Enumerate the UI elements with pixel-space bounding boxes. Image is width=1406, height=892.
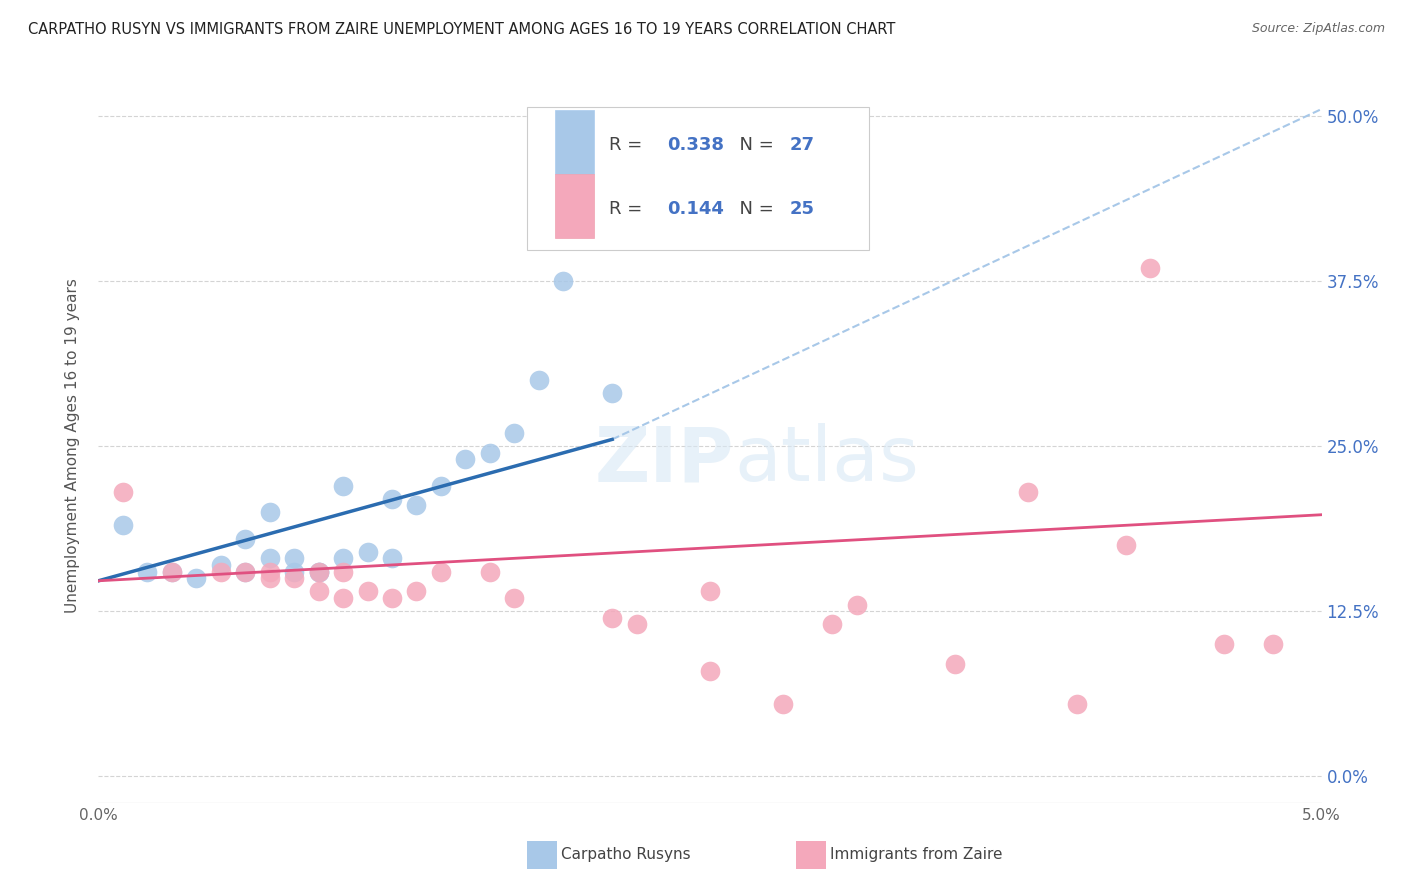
Point [259,571,281,585]
Point [405,499,427,513]
Point [160,565,183,579]
Point [233,532,256,546]
Point [845,598,868,612]
Point [1066,697,1088,711]
Text: 27: 27 [790,136,814,154]
Text: atlas: atlas [734,424,920,497]
Point [111,518,134,533]
Point [356,545,378,559]
Point [209,558,232,572]
FancyBboxPatch shape [796,840,827,869]
Point [772,697,794,711]
Point [332,591,354,605]
Point [381,491,404,506]
Text: 25: 25 [790,200,814,218]
Point [1212,637,1234,651]
Point [600,386,623,401]
Text: Carpatho Rusyns: Carpatho Rusyns [561,847,690,863]
Point [209,565,232,579]
Point [356,584,378,599]
Text: 0.338: 0.338 [668,136,724,154]
Point [308,584,330,599]
Point [1115,538,1137,552]
Point [503,425,526,440]
Point [381,551,404,566]
Point [283,565,305,579]
Point [699,584,721,599]
Point [136,565,159,579]
Point [259,551,281,566]
Point [527,373,550,387]
Point [259,505,281,519]
Text: 0.144: 0.144 [668,200,724,218]
Point [943,657,966,671]
Point [111,485,134,500]
Point [381,591,404,605]
FancyBboxPatch shape [526,107,869,250]
Point [478,445,501,459]
Point [186,571,208,585]
Point [1017,485,1039,500]
FancyBboxPatch shape [555,174,593,238]
Point [430,565,453,579]
Point [503,591,526,605]
Point [553,274,575,288]
Point [576,181,599,195]
Point [821,617,844,632]
Point [600,611,623,625]
Text: N =: N = [728,136,780,154]
Point [405,584,427,599]
Point [308,565,330,579]
Text: ZIP: ZIP [595,424,734,497]
Point [332,551,354,566]
Text: R =: R = [609,136,648,154]
Text: CARPATHO RUSYN VS IMMIGRANTS FROM ZAIRE UNEMPLOYMENT AMONG AGES 16 TO 19 YEARS C: CARPATHO RUSYN VS IMMIGRANTS FROM ZAIRE … [28,22,896,37]
FancyBboxPatch shape [555,110,593,174]
Point [283,551,305,566]
Point [1139,260,1161,275]
Point [430,478,453,492]
Point [478,565,501,579]
Point [160,565,183,579]
Text: N =: N = [728,200,780,218]
Text: Source: ZipAtlas.com: Source: ZipAtlas.com [1251,22,1385,36]
Point [1261,637,1284,651]
Point [283,571,305,585]
Text: R =: R = [609,200,648,218]
Point [332,565,354,579]
Text: Immigrants from Zaire: Immigrants from Zaire [830,847,1002,863]
Point [259,565,281,579]
Point [308,565,330,579]
Point [454,452,477,467]
Y-axis label: Unemployment Among Ages 16 to 19 years: Unemployment Among Ages 16 to 19 years [65,278,80,614]
Point [699,664,721,678]
Point [233,565,256,579]
Point [626,617,648,632]
Point [308,565,330,579]
Point [332,478,354,492]
FancyBboxPatch shape [526,840,557,869]
Point [233,565,256,579]
